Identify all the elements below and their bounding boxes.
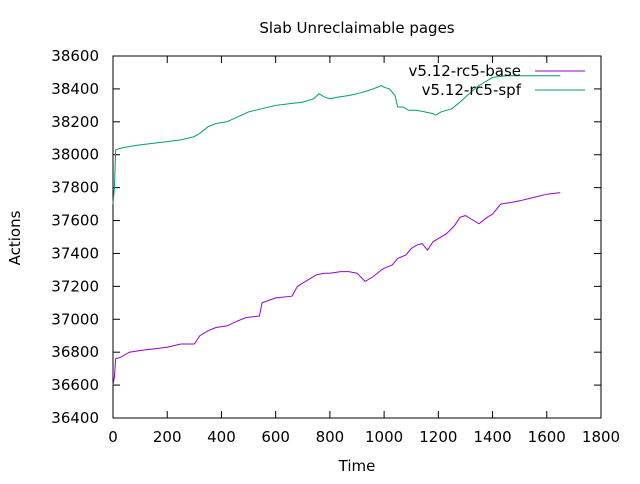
y-tick-label-2: 36800 bbox=[51, 343, 99, 361]
x-tick-label-4: 800 bbox=[316, 428, 345, 446]
y-tick-label-0: 36400 bbox=[51, 409, 99, 427]
legend-label-1: v5.12-rc5-spf bbox=[422, 81, 522, 99]
y-tick-label-4: 37200 bbox=[51, 277, 99, 295]
legend-label-0: v5.12-rc5-base bbox=[409, 62, 522, 80]
y-tick-label-8: 38000 bbox=[51, 146, 99, 164]
series-line-v5.12-rc5-spf bbox=[112, 75, 561, 205]
series-line-v5.12-rc5-base bbox=[112, 192, 561, 386]
x-tick-label-3: 600 bbox=[261, 428, 290, 446]
plot-area: 0 200 400 600 800 1000 1200 1400 1600 1800 36400 36… bbox=[51, 47, 620, 446]
x-axis-title: Time bbox=[338, 457, 376, 475]
y-tick-label-7: 37800 bbox=[51, 179, 99, 197]
y-tick-label-5: 37400 bbox=[51, 244, 99, 262]
x-tick-label-9: 1800 bbox=[582, 428, 620, 446]
y-tick-label-10: 38400 bbox=[51, 80, 99, 98]
x-tick-label-8: 1600 bbox=[528, 428, 566, 446]
y-tick-label-1: 36600 bbox=[51, 376, 99, 394]
x-tick-label-5: 1000 bbox=[365, 428, 403, 446]
x-tick-label-1: 200 bbox=[153, 428, 182, 446]
x-tick-label-7: 1400 bbox=[473, 428, 511, 446]
chart-title: Slab Unreclaimable pages bbox=[259, 19, 454, 37]
y-axis-title: Actions bbox=[6, 210, 24, 265]
x-tick-label-2: 400 bbox=[207, 428, 236, 446]
x-tick-label-0: 0 bbox=[108, 428, 118, 446]
y-tick-label-3: 37000 bbox=[51, 310, 99, 328]
x-tick-label-6: 1200 bbox=[419, 428, 457, 446]
y-tick-label-11: 38600 bbox=[51, 47, 99, 65]
y-tick-label-6: 37600 bbox=[51, 212, 99, 230]
plot-border bbox=[112, 55, 602, 419]
y-tick-label-9: 38200 bbox=[51, 113, 99, 131]
